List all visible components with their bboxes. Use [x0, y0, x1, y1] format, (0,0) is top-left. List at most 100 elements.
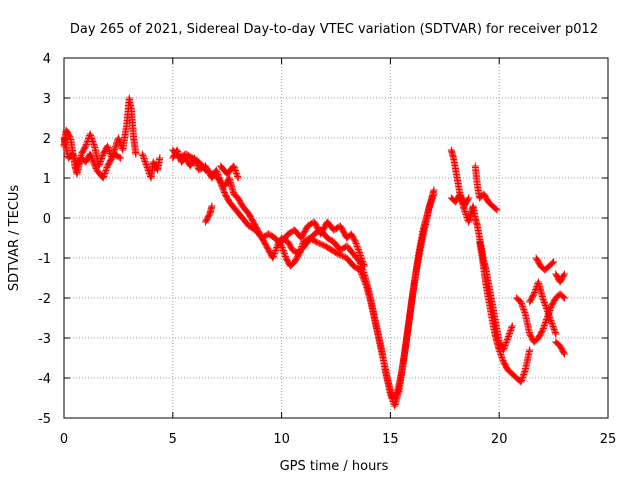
data-point — [517, 298, 525, 306]
data-point — [544, 308, 552, 315]
data-point — [352, 240, 360, 247]
data-point — [541, 319, 549, 326]
data-point — [540, 322, 548, 329]
data-point — [219, 186, 227, 194]
data-point — [539, 296, 547, 303]
data-point — [354, 244, 362, 252]
data-point — [541, 320, 549, 328]
data-point — [312, 238, 320, 246]
data-point — [232, 170, 240, 177]
data-point — [139, 152, 147, 159]
data-point — [356, 250, 364, 258]
data-point — [550, 326, 558, 333]
data-point — [90, 160, 98, 168]
data-point — [214, 174, 222, 182]
data-point — [508, 322, 516, 330]
data-point — [543, 305, 551, 312]
data-point — [217, 181, 225, 189]
data-point — [551, 327, 559, 335]
data-point — [96, 159, 104, 167]
data-point — [519, 303, 527, 310]
data-point — [87, 132, 95, 139]
data-point — [498, 354, 506, 361]
data-point — [82, 141, 90, 148]
data-point — [359, 266, 367, 273]
data-point — [141, 158, 149, 165]
data-point — [88, 135, 96, 142]
data-point — [142, 159, 150, 167]
data-point — [518, 301, 526, 309]
data-point — [281, 251, 289, 259]
data-point — [97, 156, 105, 164]
data-point — [518, 377, 526, 384]
data-point — [66, 133, 74, 141]
data-point — [87, 133, 95, 141]
data-point — [541, 300, 549, 308]
plot-frame — [63, 57, 609, 419]
data-point — [464, 195, 472, 203]
data-point — [271, 248, 279, 256]
data-point — [493, 206, 501, 214]
data-point — [520, 371, 528, 378]
data-point — [492, 205, 500, 213]
data-point — [142, 161, 150, 168]
data-trace — [552, 270, 568, 286]
data-point — [88, 136, 96, 144]
data-point — [101, 170, 109, 177]
data-point — [520, 306, 528, 313]
y-axis-label: SDTVAR / TECUs — [7, 185, 22, 292]
data-point — [101, 168, 109, 176]
data-point — [234, 174, 242, 182]
data-point — [359, 259, 367, 267]
data-point — [497, 351, 505, 358]
data-point — [102, 167, 110, 174]
data-trace — [217, 162, 242, 182]
data-point — [504, 333, 512, 340]
data-point — [71, 156, 79, 164]
y-tick-label: 1 — [43, 172, 51, 187]
data-point — [105, 145, 113, 153]
data-point — [98, 155, 106, 162]
data-point — [508, 324, 516, 331]
data-point — [506, 328, 514, 336]
data-point — [355, 247, 363, 255]
data-point — [215, 175, 223, 183]
data-point — [89, 138, 97, 145]
data-point — [100, 171, 108, 179]
y-tick-label: -3 — [38, 332, 51, 347]
data-point — [497, 352, 505, 360]
data-point — [279, 245, 287, 253]
data-point — [426, 201, 434, 208]
data-point — [87, 151, 95, 159]
data-point — [519, 372, 527, 380]
data-point — [102, 165, 110, 173]
data-point — [427, 199, 435, 207]
data-point — [230, 164, 238, 171]
axis-ticks: 0 5 10 15 20 25 -5 -4 -3 -2 -1 0 1 2 3 4 — [38, 52, 616, 447]
y-tick-label: -4 — [38, 372, 51, 387]
data-point — [212, 166, 220, 174]
data-point — [90, 159, 98, 167]
data-point — [139, 153, 147, 161]
data-trace — [471, 162, 501, 214]
data-point — [91, 163, 99, 171]
x-tick-label: 0 — [60, 432, 68, 447]
data-point — [540, 323, 548, 331]
data-point — [520, 307, 528, 315]
data-trace — [552, 338, 568, 358]
data-point — [458, 196, 466, 204]
data-point — [269, 253, 277, 260]
data-point — [530, 290, 538, 298]
data-point — [428, 195, 436, 202]
y-tick-label: 2 — [43, 132, 51, 147]
data-point — [218, 183, 226, 191]
data-point — [208, 202, 216, 210]
data-point — [138, 150, 146, 158]
data-point — [99, 174, 107, 182]
data-point — [360, 269, 368, 276]
data-point — [88, 156, 96, 164]
data-point — [429, 192, 437, 199]
y-tick-label: 0 — [43, 212, 51, 227]
x-tick-label: 10 — [273, 432, 290, 447]
data-point — [279, 247, 287, 254]
